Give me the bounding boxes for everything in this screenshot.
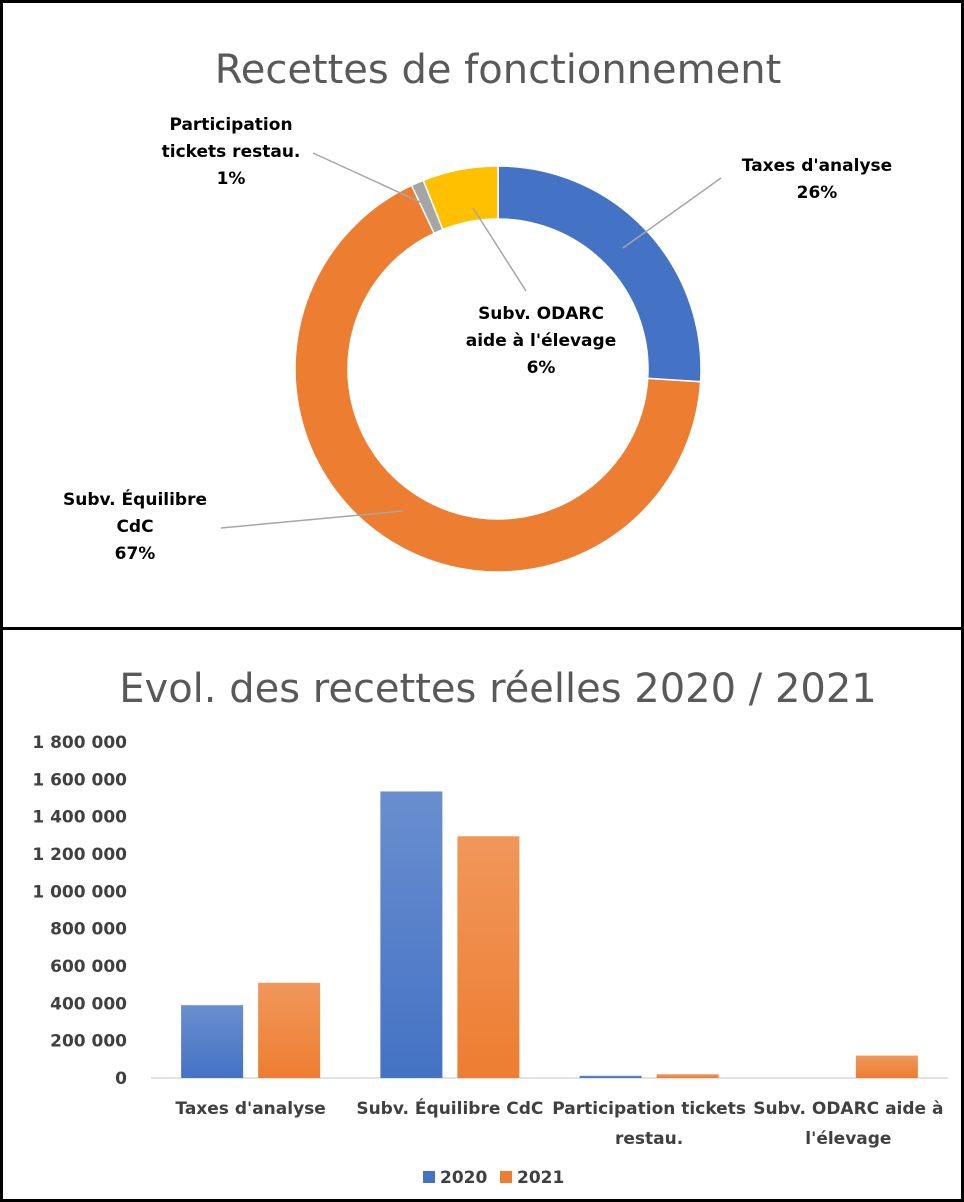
- donut-label-subv-equilibre-cdc-percent: 67%: [115, 544, 156, 564]
- y-tick-label: 0: [115, 1069, 127, 1089]
- donut-chart-panel: Recettes de fonctionnement Taxes d'analy…: [0, 0, 964, 630]
- bar-2021-subv-odarc-aide-a-l-elevage: [855, 1055, 918, 1078]
- donut-label-subv-odarc-aide-a-l-elevage-line: aide à l'élevage: [466, 331, 616, 351]
- bar-2020-subv-equilibre-cdc: [380, 791, 443, 1078]
- y-tick-label: 200 000: [50, 1032, 127, 1052]
- y-tick-label: 1 600 000: [32, 770, 127, 790]
- donut-label-subv-equilibre-cdc-line: Subv. Équilibre: [63, 488, 207, 510]
- donut-label-participation-tickets-restau-percent: 1%: [217, 169, 246, 189]
- donut-label-subv-odarc-aide-a-l-elevage-percent: 6%: [527, 358, 556, 378]
- x-category-label: Participation tickets: [552, 1099, 746, 1119]
- donut-chart: Recettes de fonctionnement Taxes d'analy…: [63, 47, 892, 573]
- legend-label-2021: 2021: [517, 1168, 564, 1188]
- legend-swatch-2021: [500, 1171, 512, 1183]
- y-tick-label: 1 000 000: [32, 882, 127, 902]
- donut-label-participation-tickets-restau-line: Participation: [169, 115, 292, 135]
- x-category-label: Taxes d'analyse: [175, 1099, 325, 1119]
- y-tick-label: 1 400 000: [32, 808, 127, 828]
- bar-2020-taxes-d-analyse: [181, 1005, 244, 1078]
- bar-chart-panel: Evol. des recettes réelles 2020 / 2021 0…: [0, 627, 964, 1202]
- x-category-label: l'élevage: [805, 1129, 891, 1149]
- x-category-label: Subv. ODARC aide à: [753, 1099, 943, 1119]
- y-tick-label: 600 000: [50, 957, 127, 977]
- bar-chart: Evol. des recettes réelles 2020 / 2021 0…: [32, 666, 948, 1188]
- leader-line-subv-odarc-aide-a-l-elevage: [472, 207, 527, 292]
- bar-2021-taxes-d-analyse: [258, 982, 321, 1078]
- donut-label-taxes-d-analyse-line: Taxes d'analyse: [742, 156, 892, 176]
- donut-label-taxes-d-analyse-percent: 26%: [797, 183, 838, 203]
- legend-swatch-2020: [423, 1171, 435, 1183]
- y-tick-label: 800 000: [50, 920, 127, 940]
- leader-line-participation-tickets-restau: [312, 152, 432, 208]
- y-tick-label: 1 800 000: [32, 733, 127, 753]
- legend-label-2020: 2020: [440, 1168, 487, 1188]
- bar-2021-subv-equilibre-cdc: [457, 836, 520, 1078]
- x-category-label: restau.: [615, 1129, 683, 1149]
- y-tick-label: 1 200 000: [32, 845, 127, 865]
- donut-label-subv-equilibre-cdc-line: CdC: [116, 517, 153, 537]
- x-category-label: Subv. Équilibre CdC: [356, 1097, 543, 1119]
- leader-line-taxes-d-analyse: [622, 177, 722, 249]
- bar-chart-title: Evol. des recettes réelles 2020 / 2021: [119, 666, 877, 712]
- donut-chart-title: Recettes de fonctionnement: [215, 47, 782, 93]
- donut-slice-subv-equilibre-cdc: [294, 184, 702, 573]
- bar-2021-participation-tickets-restau: [656, 1074, 719, 1078]
- bar-2020-participation-tickets-restau: [579, 1075, 642, 1078]
- leader-line-subv-equilibre-cdc: [220, 510, 404, 529]
- donut-label-participation-tickets-restau-line: tickets restau.: [162, 142, 301, 162]
- y-tick-label: 400 000: [50, 994, 127, 1014]
- donut-slice-subv-odarc-aide-a-l-elevage: [422, 165, 499, 231]
- donut-label-subv-odarc-aide-a-l-elevage-line: Subv. ODARC: [478, 304, 604, 324]
